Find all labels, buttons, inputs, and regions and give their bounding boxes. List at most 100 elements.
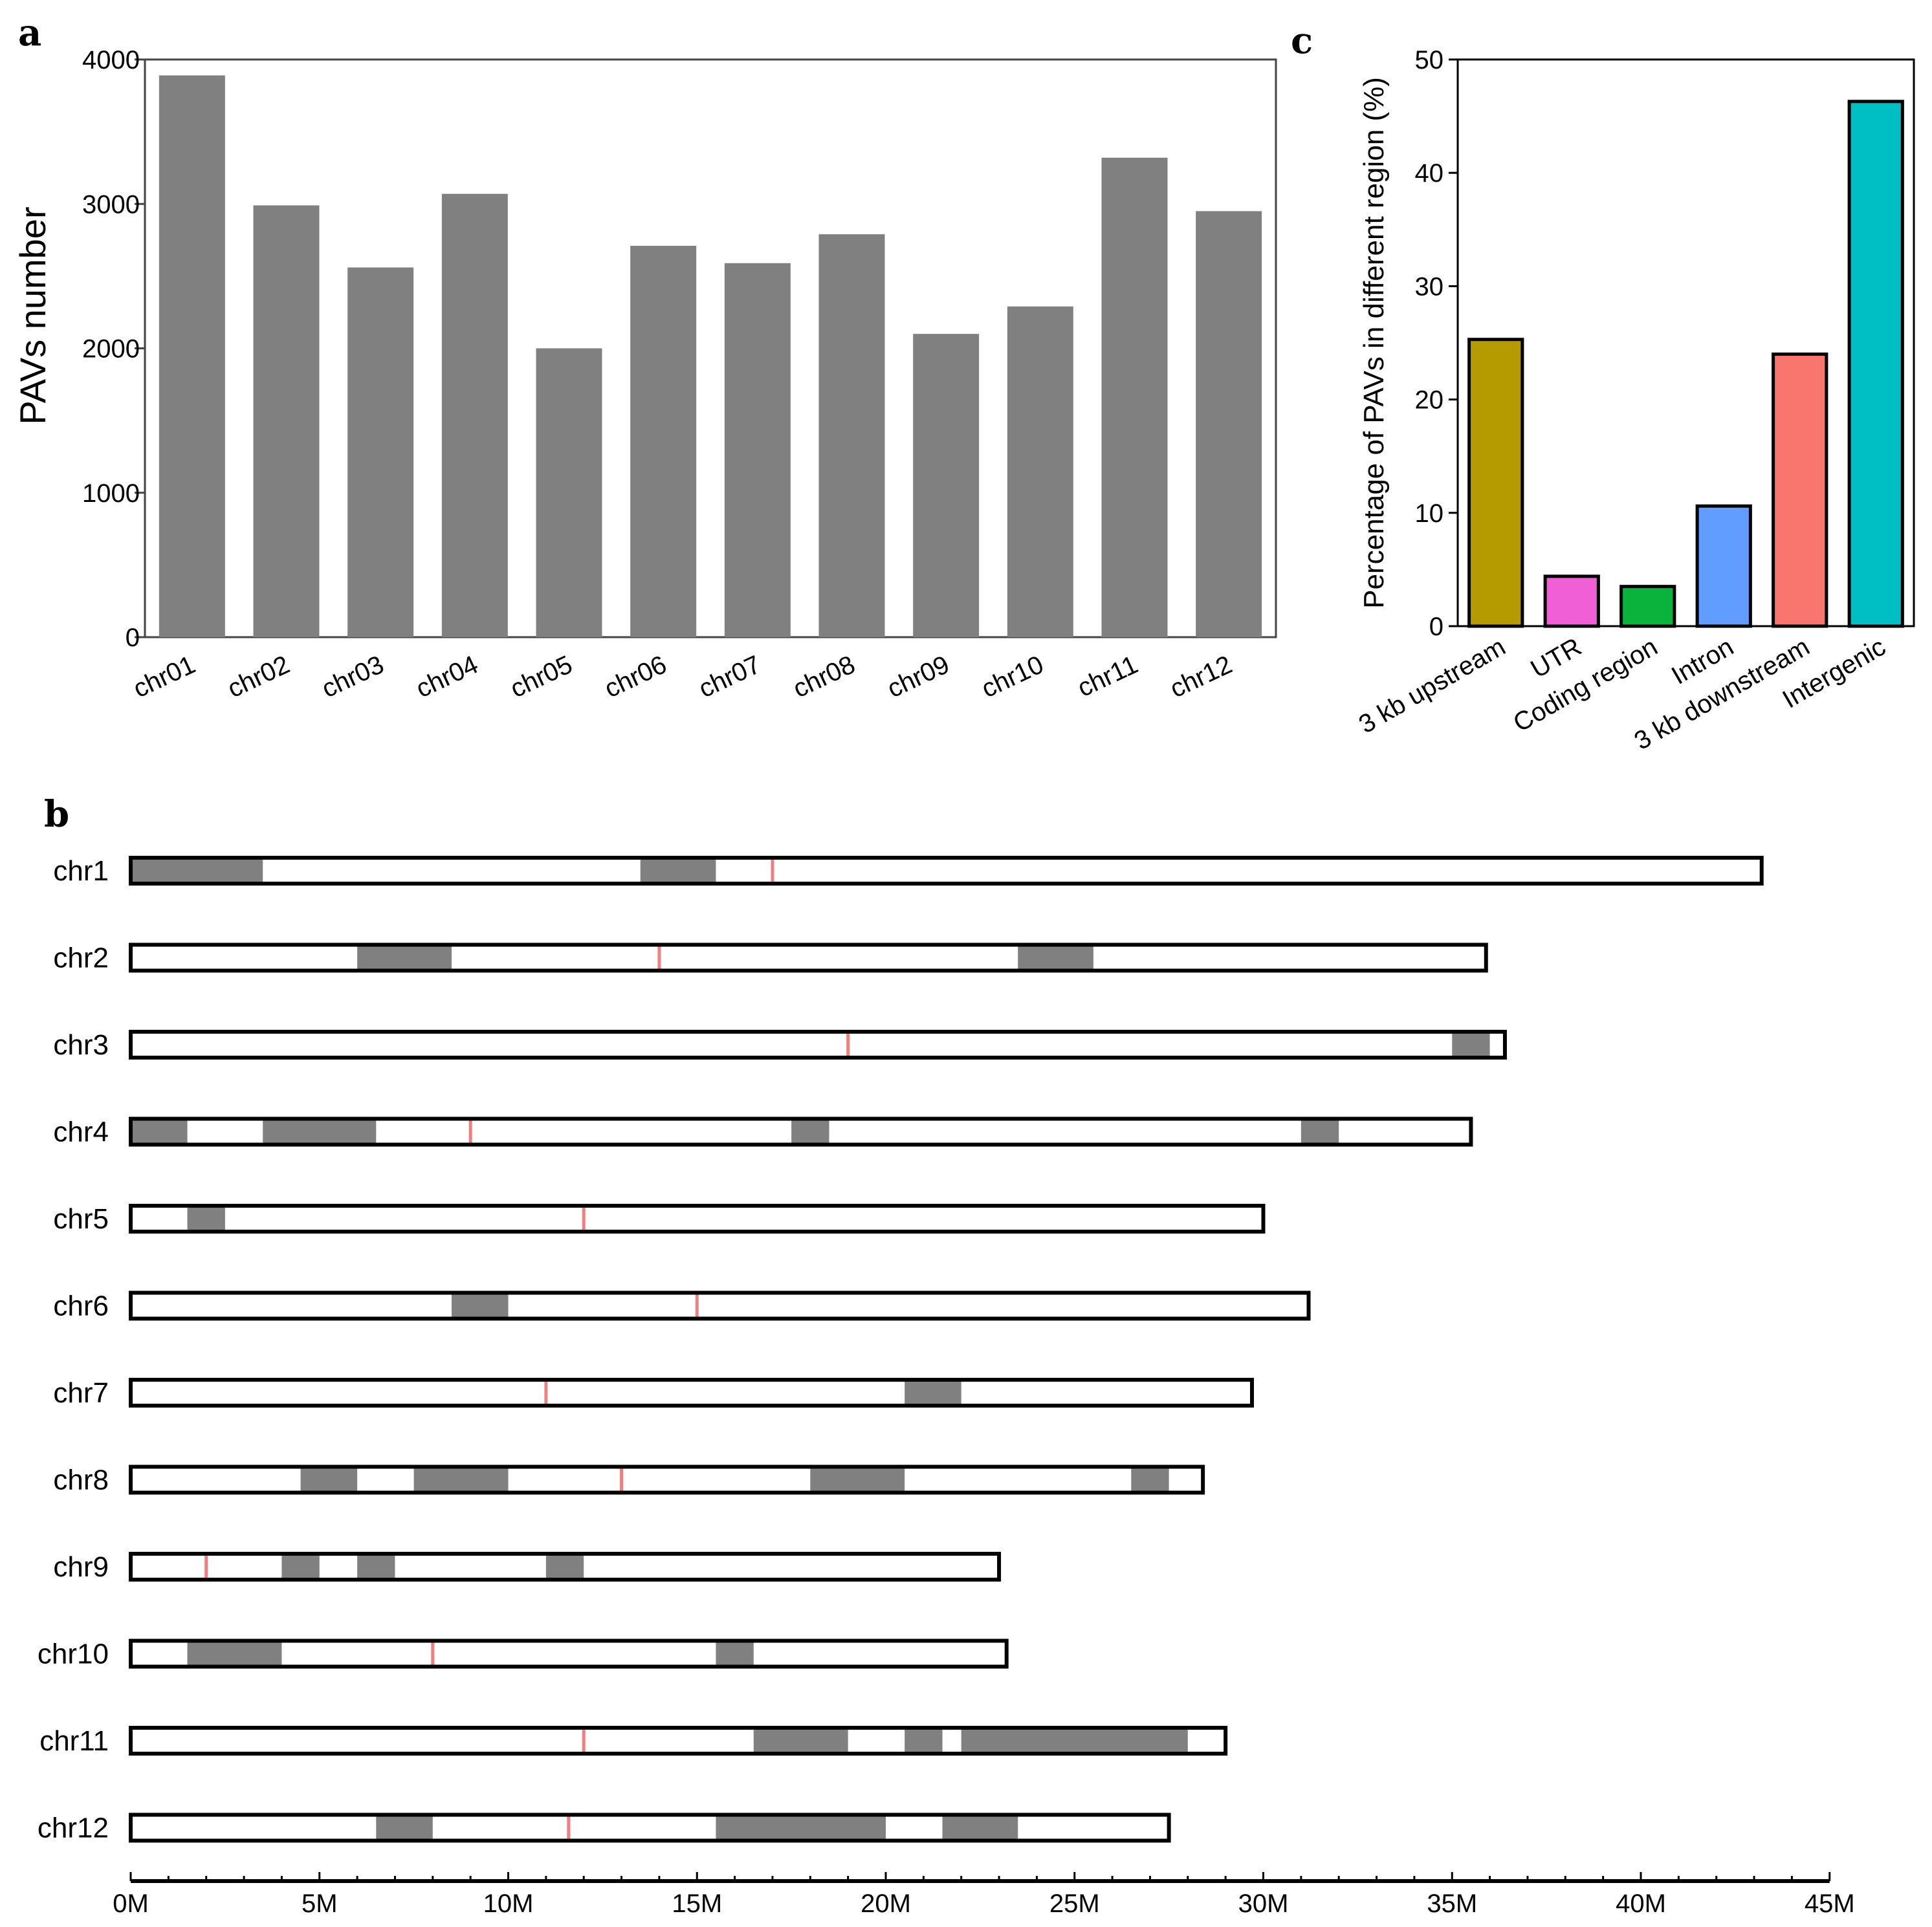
chart-a-bar-chr03 (347, 267, 414, 638)
chromosome-outline (129, 1290, 1311, 1321)
chart-c-y-tick-label: 0 (1429, 613, 1444, 641)
chart-b-x-tick-label: 25M (1049, 1889, 1100, 1918)
pav-region-block (131, 858, 263, 884)
chromosome-body (131, 1380, 1252, 1406)
panel-letter-c: c (1291, 19, 1313, 62)
chart-a-y-tick-label: 1000 (82, 479, 140, 508)
chromosome-outline (129, 1030, 1507, 1060)
chromosome-chr7: chr7 (53, 1377, 1254, 1409)
chart-c-frame (1456, 58, 1915, 627)
chart-a-y-tick-label: 2000 (82, 335, 140, 364)
chart-a-x-tick-label: chr01 (129, 650, 199, 703)
pav-region-block (545, 1554, 584, 1580)
chromosome-label: chr10 (38, 1638, 109, 1670)
chart-a-bar-chr05 (536, 348, 602, 637)
chart-a-x-tick-label: chr06 (600, 650, 671, 703)
chart-a-bar-chr08 (818, 234, 885, 637)
chart-a-x-tick-label: chr02 (223, 650, 294, 703)
pav-region-block (187, 1640, 282, 1667)
chromosome-label: chr12 (38, 1813, 109, 1844)
chart-a-x-tick-label: chr08 (789, 650, 859, 703)
panel-letter-b: b (44, 793, 69, 836)
chart-a-bar-chr02 (253, 205, 320, 637)
pav-region-block (281, 1554, 320, 1580)
chart-c-y-tick-label: 10 (1415, 499, 1444, 528)
pav-region-block (905, 1380, 961, 1406)
pav-region-block (357, 944, 452, 971)
chart-c-y-tick-label: 50 (1415, 46, 1444, 74)
chromosome-label: chr11 (39, 1725, 109, 1757)
chart-b-chromosome-map: chr1 chr2 chr3 chr4 chr5 chr6 chr7 chr8 chr9 chr1… (38, 855, 1855, 1918)
chart-a-x-tick-label: chr11 (1073, 650, 1143, 702)
pav-region-block (131, 1118, 188, 1145)
chromosome-body (131, 1206, 1264, 1232)
chromosome-body (131, 1292, 1309, 1319)
chart-c-bar-3-kb-upstream (1467, 338, 1524, 628)
chromosome-label: chr3 (53, 1029, 109, 1061)
chart-c-bar-coding-region (1619, 585, 1676, 628)
chromosome-label: chr9 (53, 1551, 109, 1583)
pav-region-block (376, 1814, 433, 1841)
chart-b-x-tick-label: 40M (1616, 1889, 1666, 1918)
chromosome-outline (129, 1464, 1205, 1495)
chromosome-body (131, 1032, 1505, 1058)
chromosome-outline (129, 1552, 1002, 1582)
panel-letter-a: a (18, 12, 41, 54)
chromosome-chr5: chr5 (53, 1203, 1266, 1235)
pav-region-block (263, 1118, 377, 1145)
chart-a-y-tick-label: 4000 (82, 46, 140, 74)
pav-region-block (905, 1728, 943, 1754)
chromosome-body (131, 944, 1486, 971)
chart-b-x-tick-label: 45M (1805, 1889, 1855, 1918)
chart-a-bar-chr04 (441, 193, 508, 637)
chromosome-outline (129, 1378, 1254, 1408)
chart-a-y-tick-label: 0 (126, 624, 140, 652)
chart-b-x-tick-label: 35M (1427, 1889, 1477, 1918)
chart-a-x-tick-label: chr10 (977, 650, 1048, 703)
chart-a-y-tick-label: 3000 (82, 190, 140, 219)
pav-region-block (791, 1118, 829, 1145)
chart-c-y-tick-label: 40 (1415, 159, 1444, 188)
chart-b-x-tick-label: 10M (483, 1889, 534, 1918)
chart-a-bar-chr09 (913, 334, 980, 637)
chart-a-x-tick-label: chr12 (1166, 650, 1236, 703)
chart-b-x-tick-label: 0M (113, 1889, 149, 1918)
chart-a-bar-chr07 (724, 263, 791, 638)
chart-c-y-axis-title: Percentage of PAVs in different region (… (1358, 77, 1390, 609)
chromosome-chr1: chr1 (53, 855, 1764, 887)
chromosome-label: chr5 (53, 1203, 109, 1235)
chromosome-outline (129, 856, 1764, 886)
chart-c-bar-3-kb-downstream (1772, 353, 1828, 628)
chart-c-pav-region-percentage: Percentage of PAVs in different region (… (1354, 46, 1915, 756)
chromosome-label: chr7 (53, 1377, 109, 1409)
chromosome-chr6: chr6 (53, 1290, 1311, 1322)
chromosome-chr10: chr10 (38, 1638, 1009, 1670)
chart-a-x-tick-label: chr09 (883, 650, 954, 703)
chromosome-label: chr2 (53, 942, 109, 974)
pav-region-block (810, 1466, 905, 1493)
pav-region-block (753, 1728, 848, 1754)
pav-region-block (1131, 1466, 1169, 1493)
chart-b-x-tick-label: 15M (672, 1889, 722, 1918)
chart-c-bar-intergenic (1847, 100, 1904, 628)
chromosome-outline (129, 1813, 1171, 1843)
chart-c-x-tick-label: 3 kb upstream (1354, 633, 1511, 739)
pav-region-block (640, 858, 716, 884)
chromosome-outline (129, 1726, 1228, 1756)
chromosome-chr8: chr8 (53, 1464, 1205, 1496)
chromosome-outline (129, 1204, 1266, 1234)
chromosome-chr9: chr9 (53, 1551, 1002, 1583)
pav-region-block (357, 1554, 395, 1580)
chromosome-outline (129, 942, 1488, 973)
chart-a-x-tick-label: chr04 (412, 650, 482, 703)
pav-region-block (1301, 1118, 1339, 1145)
chart-b-x-tick-label: 5M (302, 1889, 338, 1918)
chromosome-label: chr8 (53, 1464, 109, 1496)
chromosome-label: chr4 (53, 1116, 109, 1148)
chromosome-label: chr6 (53, 1290, 109, 1322)
chromosome-outline (129, 1638, 1009, 1669)
chart-a-bar-chr01 (159, 75, 225, 638)
chart-a-bar-chr12 (1196, 211, 1262, 638)
chromosome-outline (129, 1116, 1473, 1147)
